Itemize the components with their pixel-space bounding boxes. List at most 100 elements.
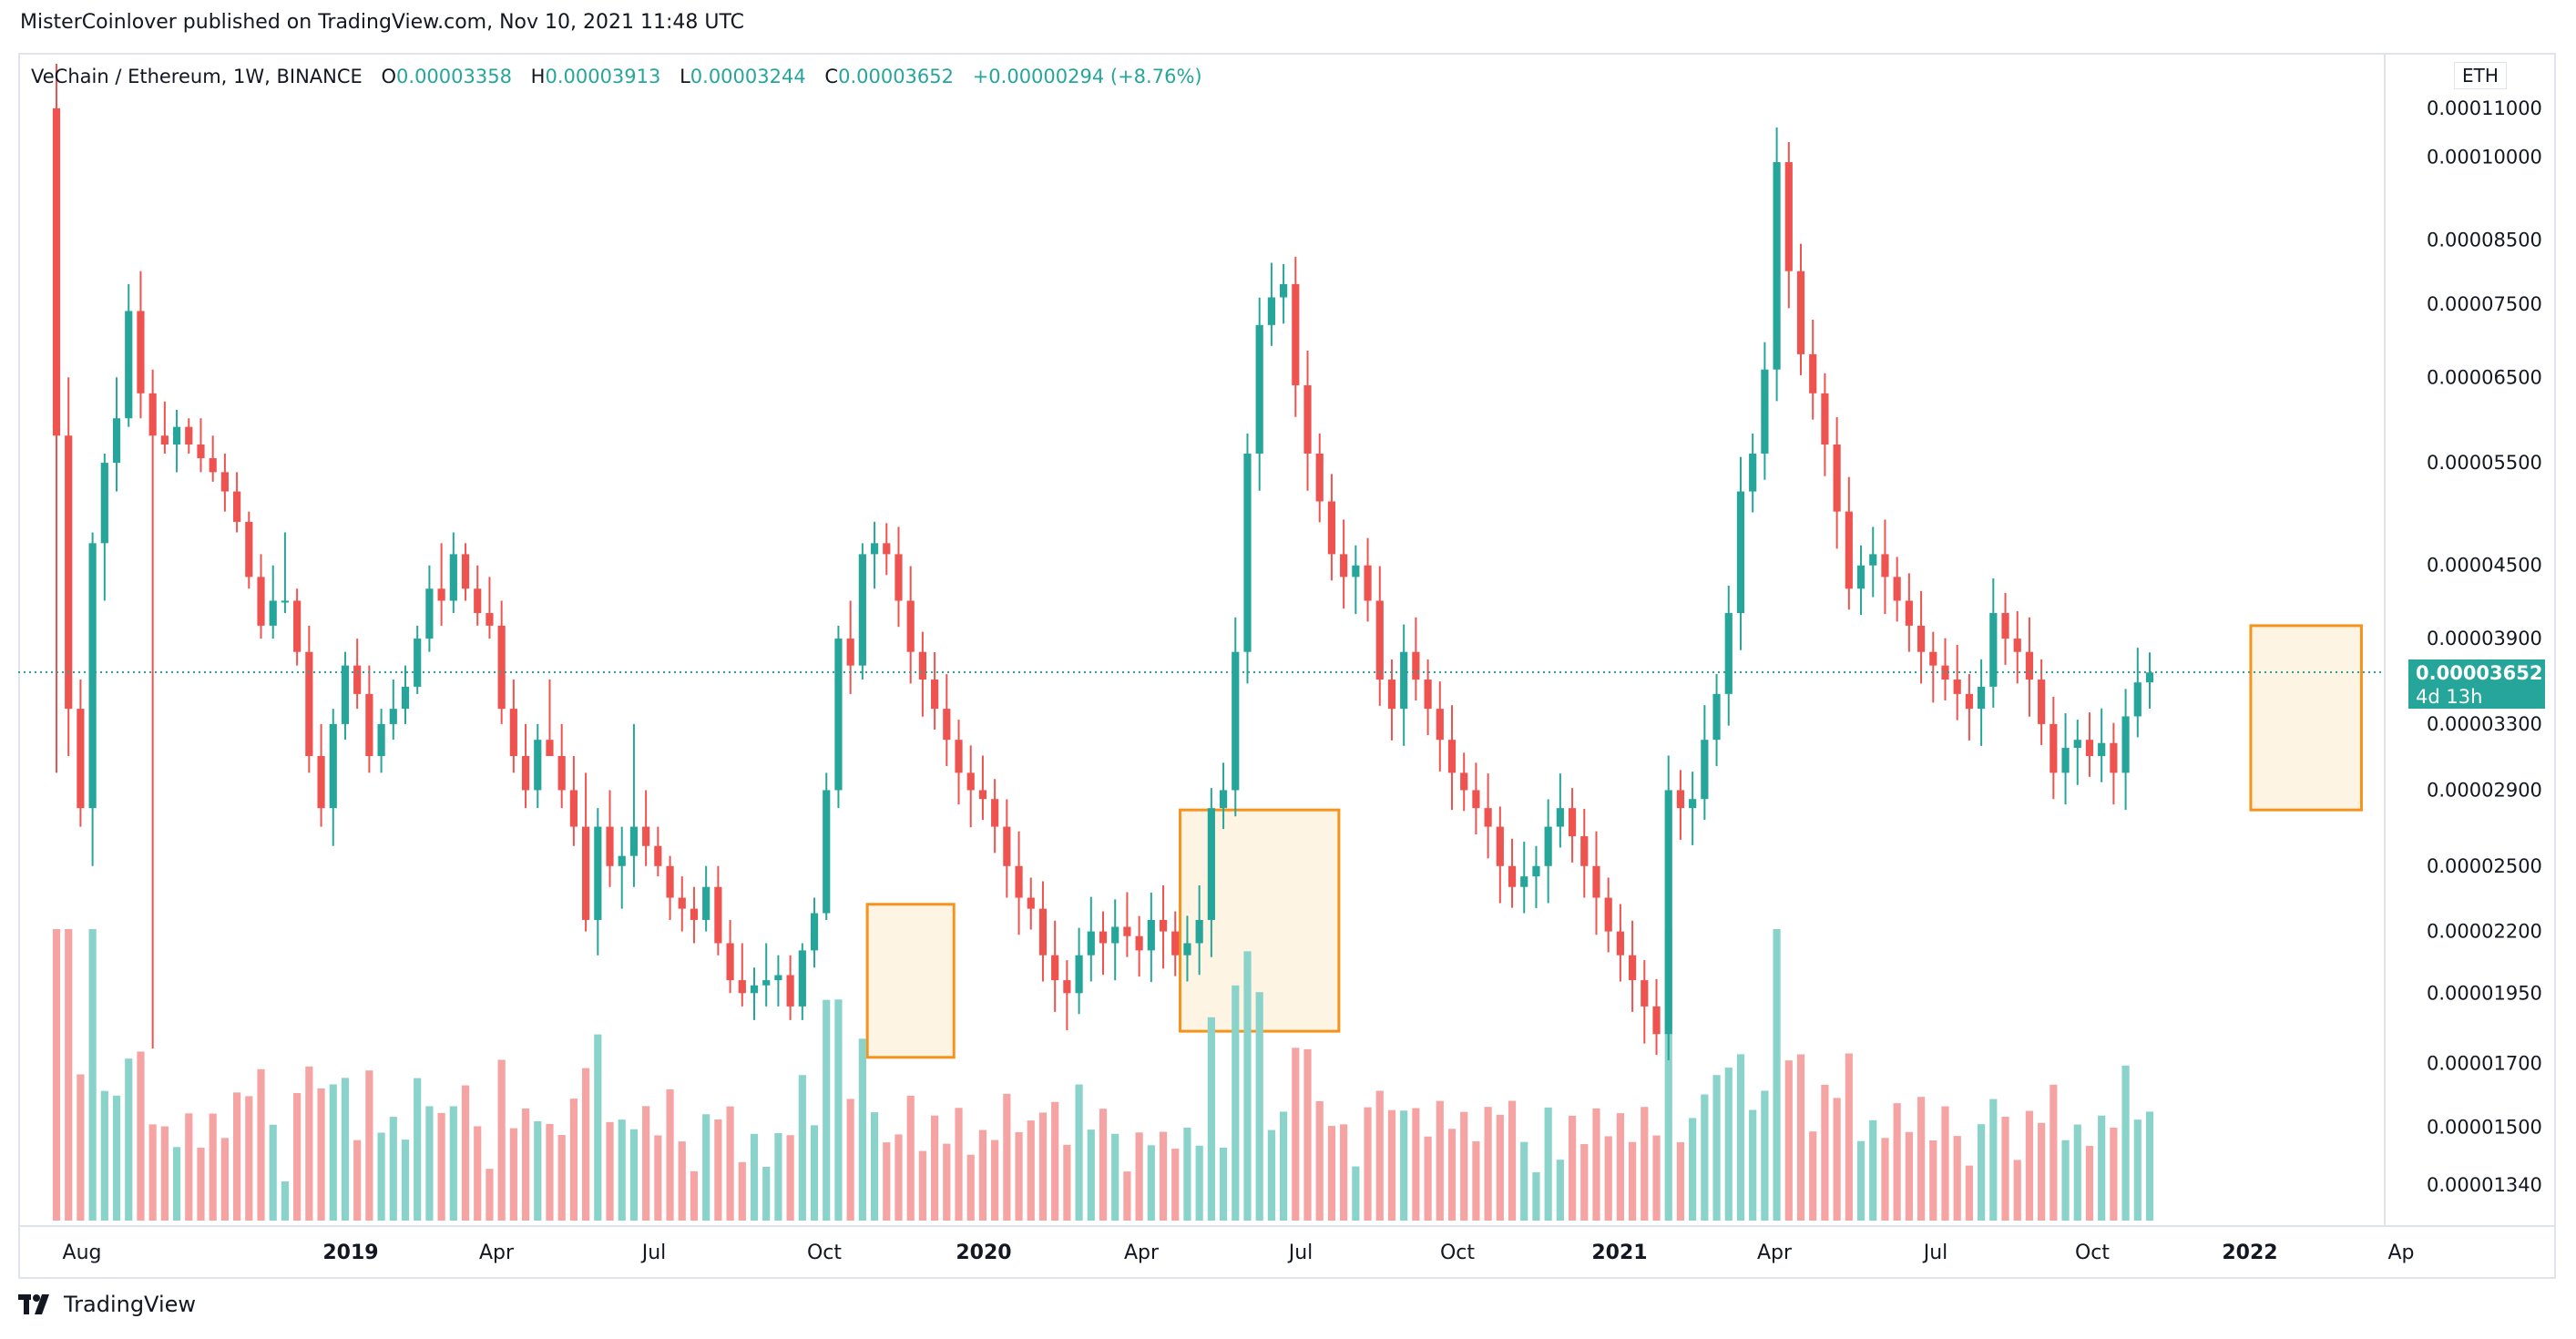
candle-body [846, 639, 854, 666]
volume-bar [702, 1114, 710, 1221]
volume-bar [762, 1166, 771, 1221]
candle-body [1520, 876, 1528, 887]
candle-body [1015, 865, 1023, 898]
volume-bar [1941, 1106, 1949, 1221]
volume-bar [2098, 1115, 2106, 1221]
candle-body [834, 639, 843, 791]
candle-body [449, 554, 457, 601]
volume-bar [1340, 1124, 1348, 1221]
volume-bar [690, 1170, 699, 1221]
volume-bar [1327, 1126, 1336, 1221]
candle-body [1171, 931, 1180, 956]
volume-bar [1893, 1103, 1901, 1221]
candle-body [1267, 297, 1275, 325]
candle-body [762, 980, 771, 986]
highlight-box [2249, 624, 2363, 812]
volume-bar [1833, 1098, 1841, 1221]
volume-bar [1472, 1140, 1480, 1221]
volume-bar [1616, 1113, 1624, 1221]
candle-body [257, 577, 265, 626]
candle-body [883, 543, 891, 555]
bar-countdown: 4d 13h [2416, 686, 2483, 708]
candle-body [1736, 491, 1745, 614]
volume-bar [918, 1150, 926, 1221]
candle-body [582, 826, 590, 920]
candle-body [1978, 686, 1986, 710]
volume-bar [293, 1092, 302, 1221]
candle-body [160, 435, 169, 445]
footer-brand: TradingView [64, 1292, 197, 1317]
volume-bar [966, 1154, 975, 1221]
volume-bar [1387, 1109, 1396, 1221]
candle-body [1424, 680, 1432, 710]
y-tick-label: 0.00011000 [2427, 97, 2542, 119]
y-tick-label: 0.00001340 [2427, 1174, 2542, 1196]
candle-body [1676, 790, 1685, 809]
candle-body [823, 790, 831, 914]
volume-bar [1087, 1129, 1095, 1221]
volume-bar [823, 999, 831, 1221]
volume-bar [401, 1140, 410, 1221]
volume-bar [269, 1124, 277, 1221]
y-tick-label: 0.00002500 [2427, 855, 2542, 877]
candle-body [1484, 808, 1492, 827]
candle-body [1183, 943, 1191, 956]
candle-body [1496, 826, 1504, 866]
candle-body [2121, 716, 2130, 773]
volume-bar [100, 1090, 108, 1221]
candle-body [2110, 742, 2118, 773]
candle-body [1845, 511, 1853, 589]
candle-body [1255, 324, 1263, 454]
candle-body [1340, 554, 1348, 578]
volume-bar [1003, 1093, 1011, 1221]
candle-body [1749, 453, 1757, 492]
volume-bar [2050, 1084, 2058, 1221]
volume-bar [1447, 1129, 1457, 1221]
volume-bar [88, 929, 97, 1221]
volume-bar [870, 1112, 879, 1221]
volume-bar [1123, 1171, 1131, 1221]
candle-body [2050, 723, 2058, 773]
candle-body [654, 845, 662, 866]
currency-badge[interactable]: ETH [2454, 62, 2507, 89]
candle-body [1616, 931, 1624, 956]
candle-body [281, 600, 290, 603]
volume-bar [1749, 1109, 1757, 1221]
candle-body [2061, 748, 2070, 773]
volume-bar [1712, 1075, 1721, 1221]
last-price-value: 0.00003652 [2416, 662, 2543, 684]
candle-body [401, 686, 410, 710]
candle-body [148, 393, 157, 436]
x-tick-label: Apr [1124, 1242, 1160, 1264]
candle-body [209, 457, 217, 473]
volume-bar [2061, 1140, 2070, 1221]
candle-body [1147, 919, 1155, 951]
volume-bar [726, 1106, 734, 1221]
candle-body [100, 463, 108, 544]
change-value: +0.00000294 (+8.76%) [972, 66, 1202, 87]
candle-body [185, 426, 193, 445]
candle-body [1038, 908, 1048, 956]
candle-body [918, 651, 926, 680]
candle-body [1460, 772, 1468, 791]
volume-bar [437, 1112, 445, 1221]
volume-bar [1099, 1109, 1108, 1221]
volume-bar [1436, 1100, 1444, 1221]
candle-body [1303, 384, 1312, 454]
volume-bar [52, 929, 61, 1221]
candle-body [1508, 865, 1517, 887]
candle-body [461, 554, 470, 589]
volume-bar [1424, 1136, 1432, 1221]
volume-bar [1989, 1099, 1998, 1221]
candle-body [1436, 709, 1444, 741]
candle-body [1580, 836, 1589, 866]
volume-bar [750, 1133, 759, 1221]
candle-body [317, 756, 325, 809]
candle-body [365, 693, 373, 757]
volume-bar [1147, 1145, 1155, 1221]
volume-bar [1784, 1060, 1793, 1221]
x-tick-label: Apr [1757, 1242, 1793, 1264]
candle-body [437, 588, 445, 601]
volume-bar [1400, 1110, 1408, 1221]
